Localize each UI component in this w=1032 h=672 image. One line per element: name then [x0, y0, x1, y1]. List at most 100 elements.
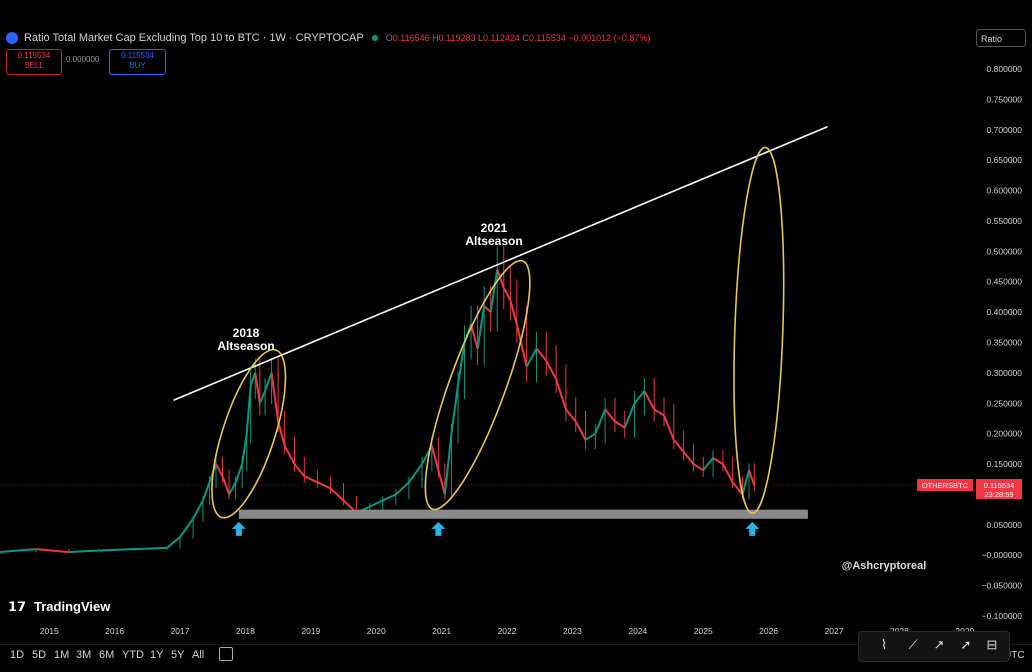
price-segment [741, 469, 750, 495]
season-2021-year: 2021 [481, 221, 508, 235]
price-segment [36, 548, 69, 554]
calendar-icon[interactable] [219, 647, 233, 661]
price-segment [329, 487, 345, 502]
season-2018-year: 2018 [233, 326, 260, 340]
price-segment [258, 390, 266, 404]
x-tick-label: 2019 [301, 626, 320, 636]
x-tick-label: 2015 [40, 626, 59, 636]
price-tag-symbol-bg [917, 479, 973, 491]
scale-mode-button[interactable]: Ratio [976, 29, 1026, 47]
buy-button[interactable]: 0.115534 BUY [109, 49, 166, 75]
price-segment [470, 324, 479, 349]
y-tick-label: 0.150000 [987, 459, 1023, 469]
x-tick-label: 2027 [825, 626, 844, 636]
cycle-highlight-ellipse [211, 348, 287, 519]
price-change: −0.001012 (−0.87%) [568, 33, 651, 43]
ray-tool-icon[interactable]: ↗ [933, 637, 945, 652]
price-tag-countdown: 23:28:59 [984, 490, 1013, 499]
y-tick-label: 0.300000 [987, 368, 1023, 378]
price-segment [264, 372, 273, 392]
timeframe-1m[interactable]: 1M [54, 649, 70, 661]
price-segment [293, 463, 306, 477]
y-tick-label: 0.200000 [987, 429, 1023, 439]
timezone-label[interactable]: UTC [1004, 650, 1025, 661]
price-segment [565, 408, 577, 423]
price-segment [594, 408, 607, 435]
price-segment [283, 445, 296, 465]
price-segment [682, 451, 695, 465]
x-tick-label: 2016 [105, 626, 124, 636]
cycle-highlight-ellipse [733, 146, 785, 515]
price-segment [535, 347, 548, 362]
price-segment [437, 469, 446, 495]
symbol-title[interactable]: Ratio Total Market Cap Excluding Top 10 … [24, 32, 364, 44]
price-tag: OTHERSBTC 0.115534 23:28:59 [917, 479, 1022, 499]
x-tick-label: 2023 [563, 626, 582, 636]
timeframe-1d[interactable]: 1D [10, 649, 25, 661]
price-segment [673, 439, 685, 453]
price-segment [623, 402, 636, 428]
price-segment [234, 463, 244, 483]
x-tick-label: 2026 [759, 626, 778, 636]
resistance-trendline [173, 126, 828, 401]
price-segment [574, 421, 587, 441]
symbol-logo-icon [6, 32, 18, 44]
price-segment [270, 372, 280, 422]
price-segment [509, 299, 518, 325]
y-tick-label: −0.100000 [982, 611, 1023, 621]
timeframe-ytd[interactable]: YTD [122, 649, 144, 661]
season-2018-label: Altseason [217, 339, 274, 353]
y-tick-label: 0.550000 [987, 216, 1023, 226]
price-segment [228, 481, 237, 495]
cycle-highlight-ellipse [424, 259, 531, 511]
price-segment [476, 305, 486, 349]
price-segment [249, 372, 257, 386]
price-segment [408, 463, 423, 483]
buy-price: 0.115534 [121, 51, 154, 60]
tradingview-wordmark: TradingView [34, 599, 111, 614]
up-arrow-icon [231, 521, 246, 536]
timeframe-5d[interactable]: 5D [32, 649, 47, 661]
price-segment [604, 408, 616, 423]
x-tick-label: 2022 [498, 626, 517, 636]
price-segment [721, 463, 734, 483]
up-arrow-icon [431, 521, 446, 536]
price-segment [748, 469, 756, 486]
price-segment [395, 481, 410, 496]
sell-button[interactable]: 0.115534 SELL [6, 49, 62, 75]
x-tick-label: 2025 [694, 626, 713, 636]
timeframe-3m[interactable]: 3M [76, 649, 92, 661]
cursor-tool-icon[interactable]: ➚ [960, 637, 972, 652]
price-segment [633, 390, 646, 404]
y-tick-label: 0.500000 [987, 246, 1023, 256]
price-segment [731, 481, 744, 496]
trendline-tool-icon[interactable]: ⟋ [908, 637, 918, 652]
y-tick-label: −0.000000 [982, 550, 1023, 560]
sell-price: 0.115534 [17, 51, 51, 60]
timeframe-all[interactable]: All [192, 649, 205, 661]
ohlc-values: O0.116546 H0.119283 L0.112424 C0.115534 … [385, 33, 651, 43]
price-segment [134, 546, 167, 551]
price-segment [101, 548, 135, 552]
season-2021-label: Altseason [465, 234, 522, 248]
pattern-tool-icon[interactable]: ⌇ [880, 637, 888, 652]
timeframe-1y[interactable]: 1Y [150, 649, 164, 661]
price-segment [457, 342, 466, 386]
y-tick-label: 0.250000 [987, 398, 1023, 408]
symbol-header: Ratio Total Market Cap Excluding Top 10 … [6, 30, 650, 46]
price-segment [692, 463, 704, 471]
price-label-tool-icon[interactable]: ⊟ [986, 637, 998, 652]
price-segment [166, 536, 181, 549]
y-tick-label: 0.400000 [987, 307, 1023, 317]
timeframe-6m[interactable]: 6M [99, 649, 115, 661]
spread-value: 0.000000 [66, 55, 100, 64]
price-segment [179, 518, 194, 538]
y-tick-label: 0.450000 [987, 277, 1023, 287]
drawing-toolbar [858, 631, 1010, 662]
tradingview-logo: 𝟭𝟳 TradingView [8, 599, 111, 614]
sell-label: SELL [24, 61, 44, 70]
price-segment [443, 433, 453, 495]
timeframe-5y[interactable]: 5Y [171, 649, 185, 661]
price-segment [450, 384, 459, 434]
